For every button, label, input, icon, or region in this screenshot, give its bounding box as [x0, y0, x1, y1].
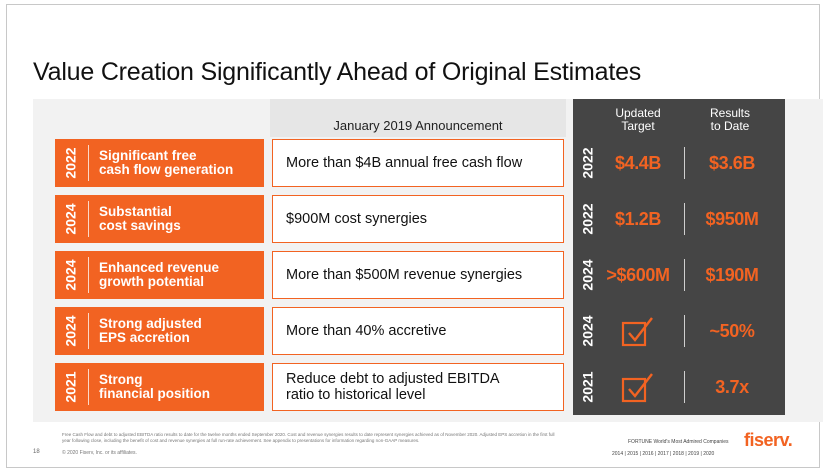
result-value: $950M: [705, 208, 759, 229]
objective-card: 2024 Substantial cost savings: [55, 195, 264, 243]
objective-year: 2024: [55, 251, 87, 299]
result-value: 3.7x: [715, 376, 749, 397]
objective-year: 2024: [55, 307, 87, 355]
target-achieved: [599, 362, 677, 412]
target-year: 2024: [577, 306, 599, 356]
objective-label: Strong adjusted EPS accretion: [99, 316, 202, 345]
objective-year-text: 2022: [63, 147, 79, 179]
divider: [88, 257, 89, 293]
updated-target-value: >$600M: [606, 264, 670, 285]
objective-year-text: 2024: [63, 315, 79, 347]
announcement-header: January 2019 Announcement: [270, 99, 566, 137]
checkbox-check-icon: [621, 317, 653, 347]
fortune-years: 2014 | 2015 | 2016 | 2017 | 2018 | 2019 …: [612, 451, 715, 457]
objective-year: 2024: [55, 195, 87, 243]
results-row: 2024 ~50%: [577, 306, 775, 356]
results-row: 2021 3.7x: [577, 362, 775, 412]
objective-year: 2022: [55, 139, 87, 187]
updated-target-header: Updated Target: [615, 106, 661, 133]
announcement-cell: More than 40% accretive: [272, 307, 564, 355]
divider: [88, 201, 89, 237]
footnote: Free Cash Flow and debt to adjusted EBIT…: [62, 432, 555, 443]
target-year: 2022: [577, 194, 599, 244]
objective-label: Significant free cash flow generation: [99, 148, 234, 177]
announcement-cell: $900M cost synergies: [272, 195, 564, 243]
objective-card: 2021 Strong financial position: [55, 363, 264, 411]
objective-card: 2022 Significant free cash flow generatio…: [55, 139, 264, 187]
divider: [684, 147, 685, 179]
target-year: 2022: [577, 138, 599, 188]
page-number: 18: [33, 449, 40, 455]
result-value: $190M: [705, 264, 759, 285]
divider: [88, 369, 89, 405]
target-year-text: 2021: [580, 371, 596, 403]
announcement-cell: More than $4B annual free cash flow: [272, 139, 564, 187]
announcement-cell: More than $500M revenue synergies: [272, 251, 564, 299]
objective-year: 2021: [55, 363, 87, 411]
results-row: 2024 >$600M $190M: [577, 250, 775, 300]
updated-target-value: $4.4B: [614, 152, 662, 173]
updated-target-value: $1.2B: [614, 208, 662, 229]
fortune-award: FORTUNE World's Most Admired Companies: [628, 439, 729, 445]
results-row: 2022 $4.4B $3.6B: [577, 138, 775, 188]
results-panel: [573, 99, 785, 415]
target-year-text: 2024: [580, 259, 596, 291]
copyright: © 2020 Fiserv, Inc. or its affiliates.: [62, 450, 137, 456]
objective-year-text: 2021: [63, 371, 79, 403]
target-year-text: 2022: [580, 203, 596, 235]
results-to-date-header: Results to Date: [709, 106, 750, 133]
fiserv-logo: fiserv.: [744, 430, 793, 450]
result-value: $3.6B: [708, 152, 756, 173]
result-value: ~50%: [709, 320, 755, 341]
objective-label: Enhanced revenue growth potential: [99, 260, 220, 289]
results-row: 2022 $1.2B $950M: [577, 194, 775, 244]
divider: [88, 313, 89, 349]
objective-year-text: 2024: [63, 259, 79, 291]
objective-year-text: 2024: [63, 203, 79, 235]
target-achieved: [599, 306, 677, 356]
target-year: 2021: [577, 362, 599, 412]
objective-label: Strong financial position: [99, 372, 211, 401]
objective-card: 2024 Strong adjusted EPS accretion: [55, 307, 264, 355]
divider: [684, 371, 685, 403]
divider: [684, 203, 685, 235]
objective-label: Substantial cost savings: [99, 204, 181, 233]
target-year: 2024: [577, 250, 599, 300]
divider: [88, 145, 89, 181]
objective-card: 2024 Enhanced revenue growth potential: [55, 251, 264, 299]
checkbox-check-icon: [621, 373, 653, 403]
target-year-text: 2022: [580, 147, 596, 179]
target-year-text: 2024: [580, 315, 596, 347]
divider: [684, 259, 685, 291]
slide-title: Value Creation Significantly Ahead of Or…: [33, 58, 642, 86]
announcement-cell: Reduce debt to adjusted EBITDA ratio to …: [272, 363, 564, 411]
divider: [684, 315, 685, 347]
